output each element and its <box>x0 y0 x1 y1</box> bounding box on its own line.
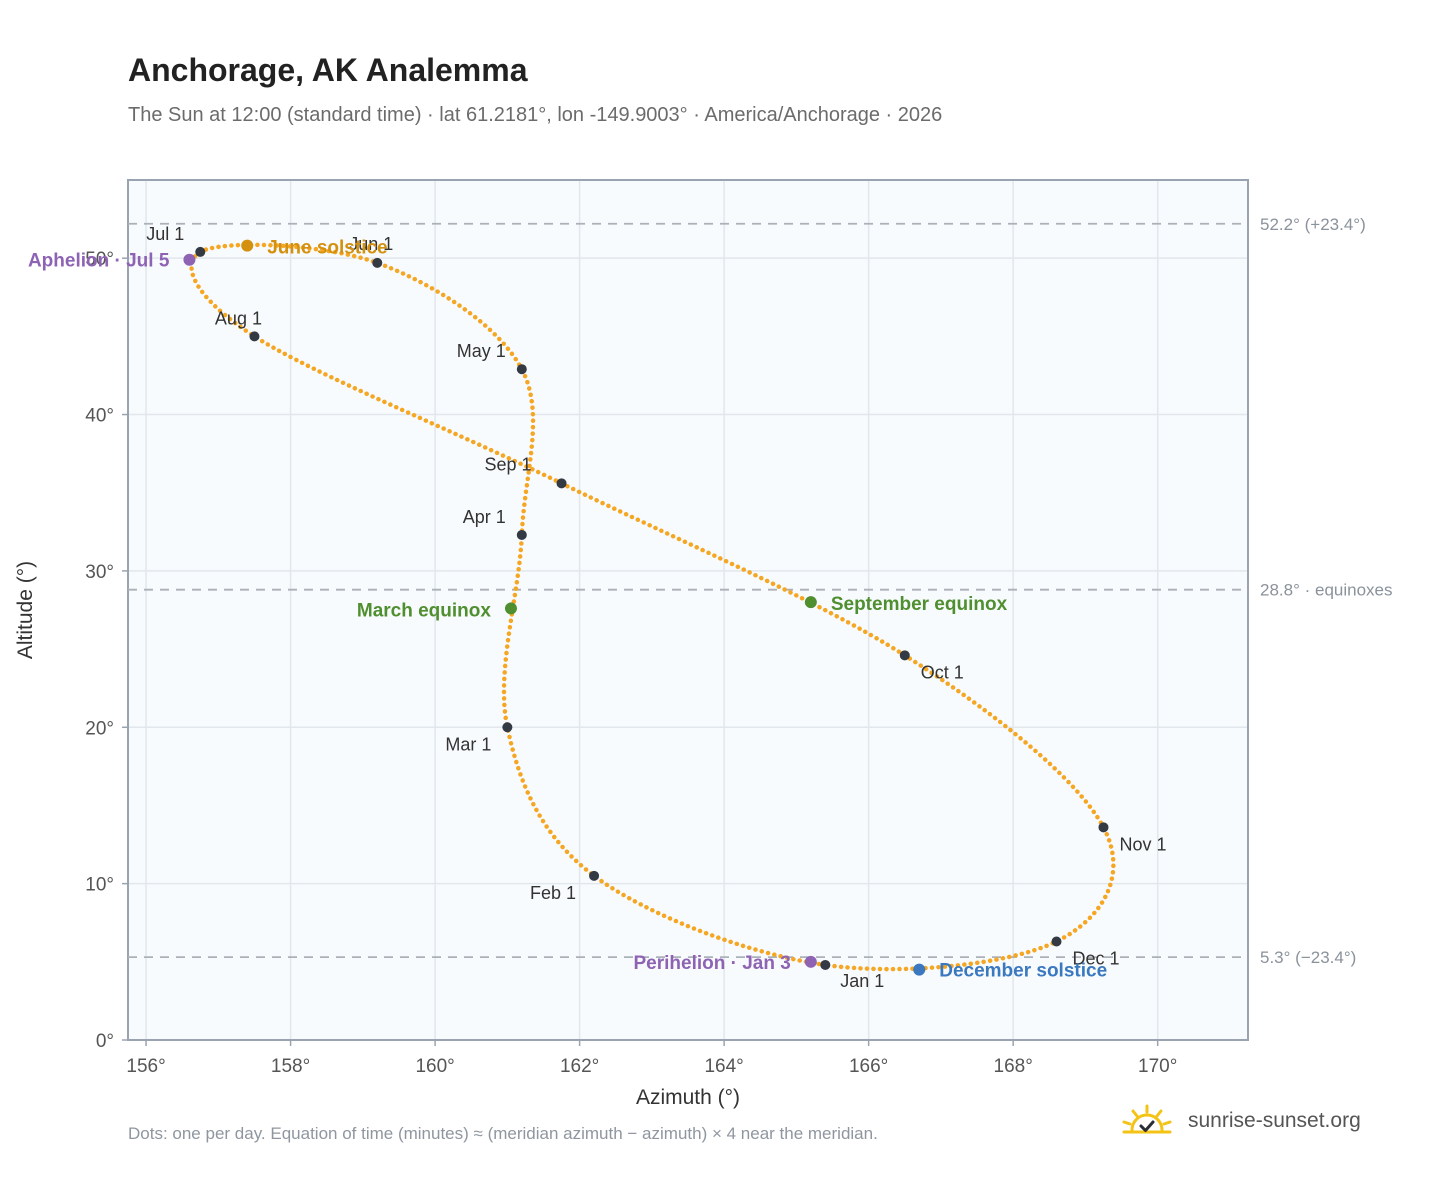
event-marker <box>183 253 196 266</box>
month-label: Feb 1 <box>530 883 576 903</box>
month-label: Mar 1 <box>445 734 491 754</box>
event-marker <box>804 955 817 968</box>
month-marker <box>249 331 260 342</box>
month-label: Apr 1 <box>463 507 506 527</box>
event-marker <box>241 239 254 252</box>
reference-line-label: 5.3° (−23.4°) <box>1260 948 1356 967</box>
x-tick-label: 160° <box>415 1056 454 1077</box>
x-tick-label: 156° <box>126 1056 165 1077</box>
month-label: Jan 1 <box>840 971 884 991</box>
footnote: Dots: one per day. Equation of time (min… <box>128 1124 878 1143</box>
month-label: Aug 1 <box>215 308 262 328</box>
x-axis-label: Azimuth (°) <box>636 1086 740 1109</box>
month-marker <box>556 478 567 489</box>
month-marker <box>516 529 527 540</box>
y-tick-label: 50° <box>85 249 114 270</box>
event-label: March equinox <box>357 600 492 621</box>
y-tick-label: 40° <box>85 406 114 427</box>
brand-logo[interactable]: sunrise-sunset.org <box>1120 1103 1361 1139</box>
month-label: Dec 1 <box>1073 948 1120 968</box>
month-label: Jul 1 <box>146 224 184 244</box>
event-marker <box>804 596 817 609</box>
month-marker <box>372 257 383 268</box>
reference-line-label: 28.8° · equinoxes <box>1260 581 1393 600</box>
chart-subtitle: The Sun at 12:00 (standard time) · lat 6… <box>128 104 943 126</box>
event-label: September equinox <box>831 594 1008 615</box>
event-label: December solstice <box>939 961 1107 982</box>
month-marker <box>899 650 910 661</box>
month-label: Nov 1 <box>1119 834 1166 854</box>
month-label: May 1 <box>457 341 506 361</box>
month-label: Jun 1 <box>349 234 393 254</box>
y-axis-label: Altitude (°) <box>14 561 37 659</box>
y-tick-label: 10° <box>85 875 114 896</box>
month-marker <box>195 246 206 257</box>
y-tick-label: 0° <box>96 1031 114 1052</box>
reference-line-label: 52.2° (+23.4°) <box>1260 215 1366 234</box>
event-marker <box>913 963 926 976</box>
x-tick-label: 164° <box>704 1056 743 1077</box>
event-label: Perihelion · Jan 3 <box>634 953 791 974</box>
month-marker <box>502 722 513 733</box>
event-marker <box>504 602 517 615</box>
plot-frame <box>127 179 1249 1041</box>
sun-check-icon <box>1122 1104 1172 1134</box>
month-marker <box>589 870 600 881</box>
event-label: Aphelion · Jul 5 <box>28 251 170 272</box>
event-label: June solstice <box>267 238 387 259</box>
x-tick-label: 162° <box>560 1056 599 1077</box>
analemma-daily-dots <box>189 242 1116 972</box>
x-tick-label: 168° <box>994 1056 1033 1077</box>
x-tick-label: 158° <box>271 1056 310 1077</box>
month-label: Sep 1 <box>485 454 532 474</box>
month-label: Oct 1 <box>921 662 964 682</box>
y-tick-label: 30° <box>85 562 114 583</box>
month-marker <box>1098 822 1109 833</box>
x-tick-label: 170° <box>1138 1056 1177 1077</box>
brand-name: sunrise-sunset.org <box>1188 1109 1361 1132</box>
month-marker <box>820 959 831 970</box>
month-marker <box>516 364 527 375</box>
plot-area <box>128 180 1248 1040</box>
month-marker <box>1051 936 1062 947</box>
chart-title: Anchorage, AK Analemma <box>128 52 528 88</box>
y-tick-label: 20° <box>85 718 114 739</box>
x-tick-label: 166° <box>849 1056 888 1077</box>
